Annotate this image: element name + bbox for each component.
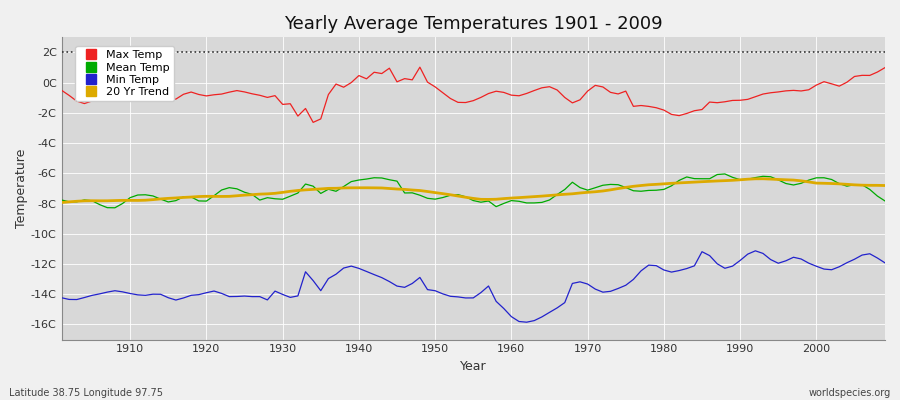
Y-axis label: Temperature: Temperature (15, 149, 28, 228)
Legend: Max Temp, Mean Temp, Min Temp, 20 Yr Trend: Max Temp, Mean Temp, Min Temp, 20 Yr Tre… (76, 46, 175, 102)
X-axis label: Year: Year (460, 360, 487, 373)
Text: Latitude 38.75 Longitude 97.75: Latitude 38.75 Longitude 97.75 (9, 388, 163, 398)
Title: Yearly Average Temperatures 1901 - 2009: Yearly Average Temperatures 1901 - 2009 (284, 15, 662, 33)
Text: worldspecies.org: worldspecies.org (809, 388, 891, 398)
